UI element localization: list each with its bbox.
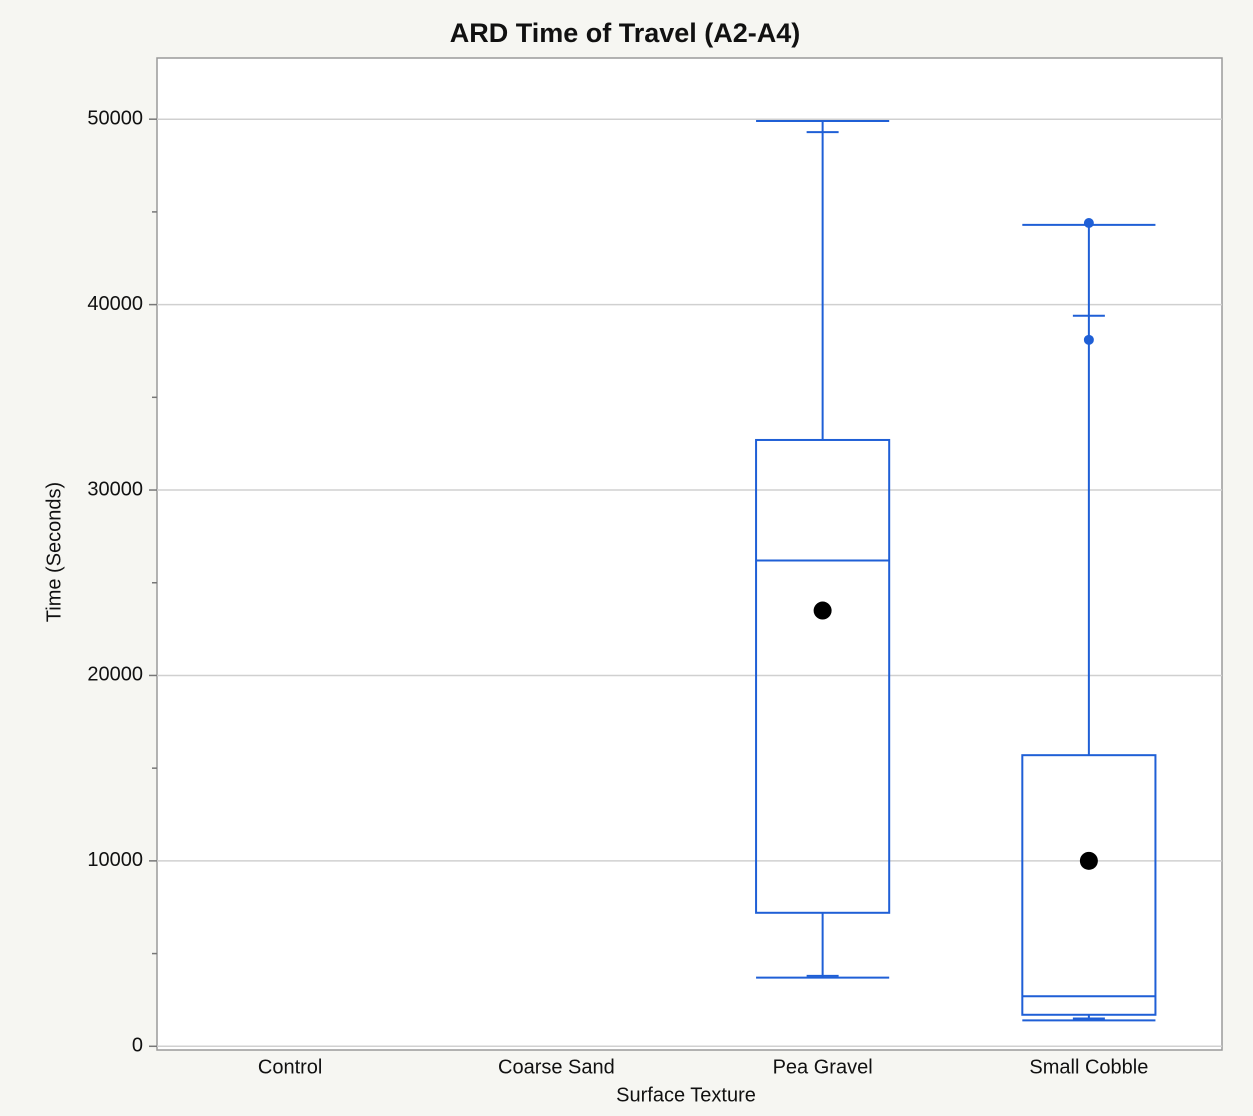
x-tick-label: Small Cobble xyxy=(1029,1056,1148,1078)
mean-marker xyxy=(1079,851,1098,870)
y-tick-label: 20000 xyxy=(87,664,143,686)
y-tick-label: 30000 xyxy=(87,478,143,500)
chart-title: ARD Time of Travel (A2-A4) xyxy=(450,18,801,48)
x-tick-label: Control xyxy=(258,1056,322,1078)
y-tick-label: 50000 xyxy=(87,107,143,129)
point xyxy=(1083,218,1094,229)
x-tick-label: Coarse Sand xyxy=(498,1056,615,1078)
x-tick-label: Pea Gravel xyxy=(773,1056,873,1078)
y-tick-label: 40000 xyxy=(87,293,143,315)
y-tick-label: 10000 xyxy=(87,849,143,871)
x-axis-label: Surface Texture xyxy=(616,1084,756,1106)
y-axis-label: Time (Seconds) xyxy=(43,482,65,622)
y-tick-label: 0 xyxy=(132,1035,143,1057)
point xyxy=(1083,334,1094,345)
mean-marker xyxy=(813,601,832,620)
plot-area xyxy=(156,57,1223,1051)
